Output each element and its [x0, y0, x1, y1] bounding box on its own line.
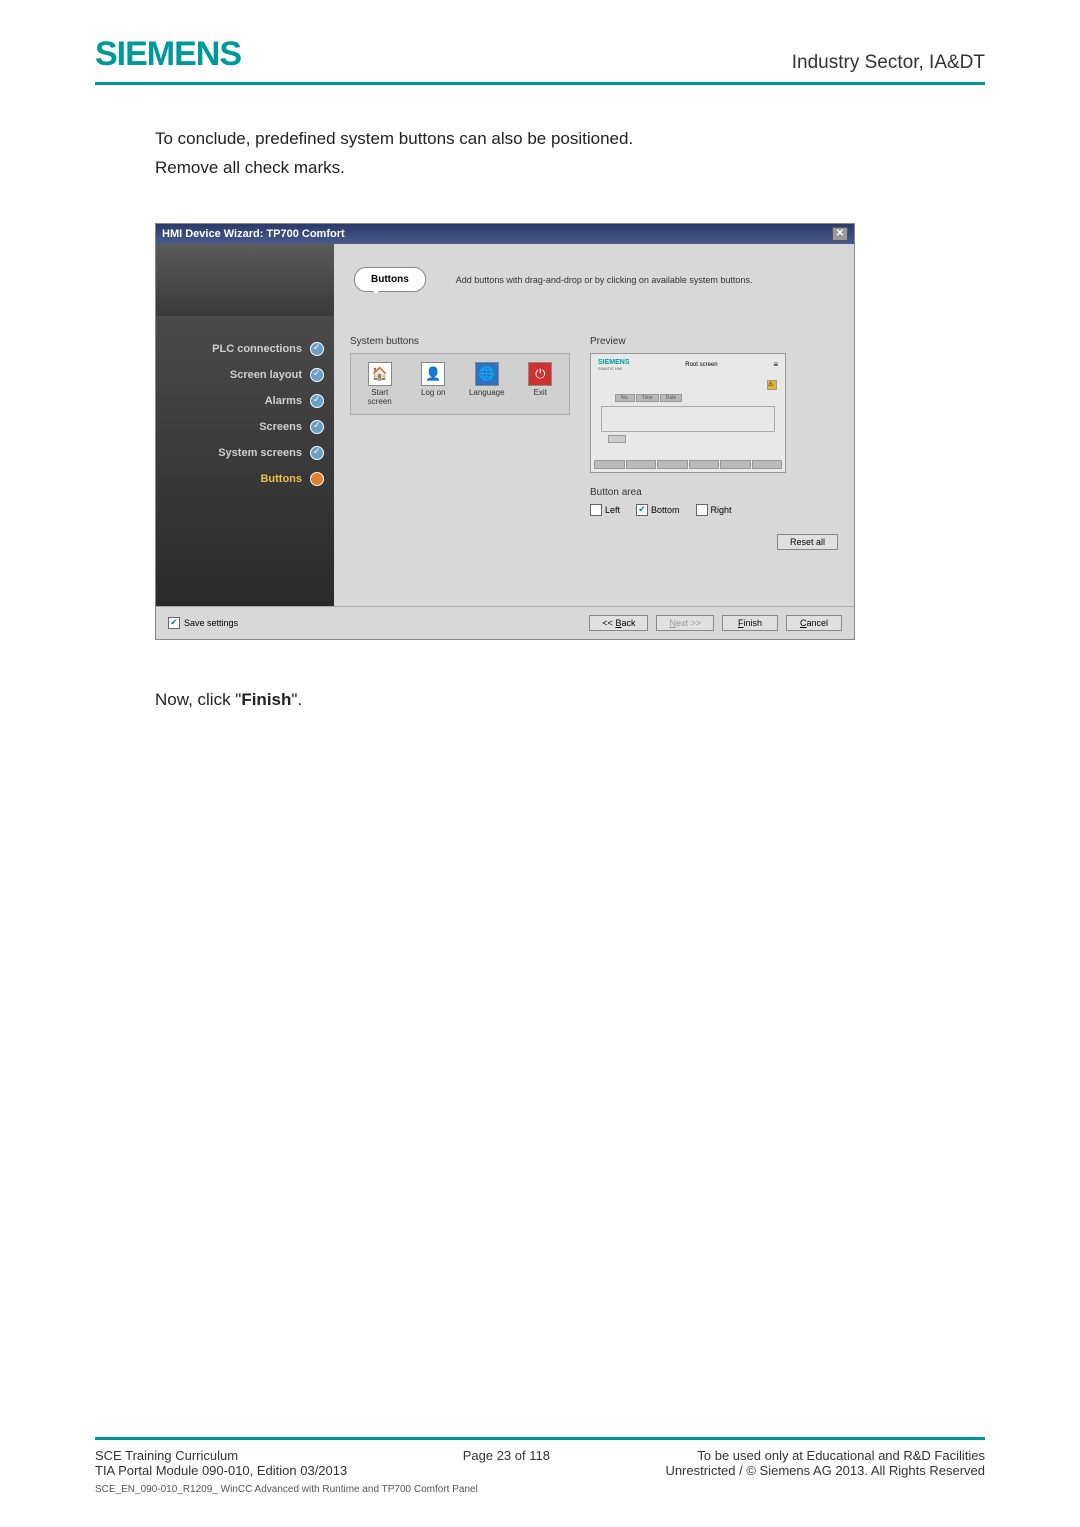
sysbtn-logon[interactable]: 👤 Log on: [413, 362, 455, 407]
checkbox-icon: [590, 504, 602, 516]
wizard-top-left: [156, 244, 334, 316]
checkbox-checked-icon: ✔: [636, 504, 648, 516]
check-icon: [310, 420, 324, 434]
sysbtn-title: System buttons: [350, 336, 570, 347]
wizard-titlebar: HMI Device Wizard: TP700 Comfort ✕: [156, 224, 854, 244]
sidebar-item-layout[interactable]: Screen layout: [156, 362, 334, 388]
preview-title: Preview: [590, 336, 838, 347]
preview-tab-date: Date: [660, 394, 683, 402]
preview-panel: Preview SIEMENS SIMATIC HMI Root screen …: [590, 336, 838, 586]
finish-button[interactable]: Finish: [722, 615, 778, 631]
sysbtn-box: 🏠 Start screen 👤 Log on 🌐 Language: [350, 353, 570, 416]
wizard-dialog: HMI Device Wizard: TP700 Comfort ✕ Butto…: [155, 223, 855, 640]
save-settings-checkbox[interactable]: ✔ Save settings: [168, 617, 238, 629]
wizard-top-right: Buttons Add buttons with drag-and-drop o…: [334, 244, 854, 316]
sidebar-item-alarms[interactable]: Alarms: [156, 388, 334, 414]
back-button[interactable]: << Back: [589, 615, 648, 631]
sidebar-item-sysscreens[interactable]: System screens: [156, 440, 334, 466]
footer-small: SCE_EN_090-010_R1209_ WinCC Advanced wit…: [95, 1484, 985, 1495]
globe-icon: 🌐: [475, 362, 499, 386]
intro-line1: To conclude, predefined system buttons c…: [155, 125, 985, 154]
next-button: Next >>: [656, 615, 714, 631]
footer-right1: To be used only at Educational and R&D F…: [665, 1448, 985, 1463]
active-dot-icon: [310, 472, 324, 486]
preview-screen-title: Root screen: [685, 362, 717, 368]
buttons-bubble: Buttons: [354, 267, 426, 292]
sysbtn-start[interactable]: 🏠 Start screen: [359, 362, 401, 407]
power-icon: ⏻: [528, 362, 552, 386]
preview-alarm-btn: [608, 435, 626, 443]
header-right-text: Industry Sector, IA&DT: [792, 52, 985, 74]
preview-button-bar: [594, 460, 782, 469]
intro-text: To conclude, predefined system buttons c…: [155, 125, 985, 183]
sidebar-item-plc[interactable]: PLC connections: [156, 336, 334, 362]
wizard-title: HMI Device Wizard: TP700 Comfort: [162, 228, 345, 240]
footer-left2: TIA Portal Module 090-010, Edition 03/20…: [95, 1463, 347, 1478]
button-area-panel: Button area Left ✔ Bottom Right: [590, 487, 838, 516]
preview-brand: SIEMENS: [598, 359, 630, 366]
preview-tab-time: Time: [636, 394, 659, 402]
sidebar-item-buttons[interactable]: Buttons: [156, 466, 334, 492]
check-icon: [310, 394, 324, 408]
check-icon: [310, 368, 324, 382]
preview-box: SIEMENS SIMATIC HMI Root screen ≡ ⚠ No. …: [590, 353, 786, 473]
cancel-button[interactable]: Cancel: [786, 615, 842, 631]
page-header: SIEMENS Industry Sector, IA&DT: [95, 35, 985, 85]
check-icon: [310, 342, 324, 356]
checkbox-checked-icon: ✔: [168, 617, 180, 629]
footer-center: Page 23 of 118: [463, 1448, 550, 1478]
page-footer: SCE Training Curriculum TIA Portal Modul…: [95, 1437, 985, 1495]
sysbtn-language[interactable]: 🌐 Language: [466, 362, 508, 407]
siemens-logo: SIEMENS: [95, 35, 241, 74]
footer-right2: Unrestricted / © Siemens AG 2013. All Ri…: [665, 1463, 985, 1478]
checkbox-right[interactable]: Right: [696, 504, 732, 516]
checkbox-bottom[interactable]: ✔ Bottom: [636, 504, 680, 516]
reset-all-button[interactable]: Reset all: [777, 534, 838, 550]
wizard-body: PLC connections Screen layout Alarms Scr…: [156, 316, 854, 606]
bubble-description: Add buttons with drag-and-drop or by cli…: [456, 275, 753, 285]
wizard-footer: ✔ Save settings << Back Next >> Finish C…: [156, 606, 854, 639]
wizard-main: System buttons 🏠 Start screen 👤 Log on 🌐: [334, 316, 854, 606]
wizard-sidebar: PLC connections Screen layout Alarms Scr…: [156, 316, 334, 606]
home-icon: 🏠: [368, 362, 392, 386]
system-buttons-panel: System buttons 🏠 Start screen 👤 Log on 🌐: [350, 336, 570, 586]
preview-alarm-area: [601, 406, 775, 432]
after-text: Now, click "Finish".: [155, 690, 985, 710]
checkbox-icon: [696, 504, 708, 516]
preview-tab-no: No.: [615, 394, 635, 402]
intro-line2: Remove all check marks.: [155, 154, 985, 183]
close-icon[interactable]: ✕: [832, 227, 848, 241]
sysbtn-exit[interactable]: ⏻ Exit: [520, 362, 562, 407]
preview-sub: SIMATIC HMI: [598, 366, 630, 371]
footer-left1: SCE Training Curriculum: [95, 1448, 347, 1463]
check-icon: [310, 446, 324, 460]
checkbox-left[interactable]: Left: [590, 504, 620, 516]
user-icon: 👤: [421, 362, 445, 386]
sidebar-item-screens[interactable]: Screens: [156, 414, 334, 440]
wizard-top: Buttons Add buttons with drag-and-drop o…: [156, 244, 854, 316]
button-area-title: Button area: [590, 487, 838, 498]
warning-icon: ⚠: [767, 380, 777, 390]
